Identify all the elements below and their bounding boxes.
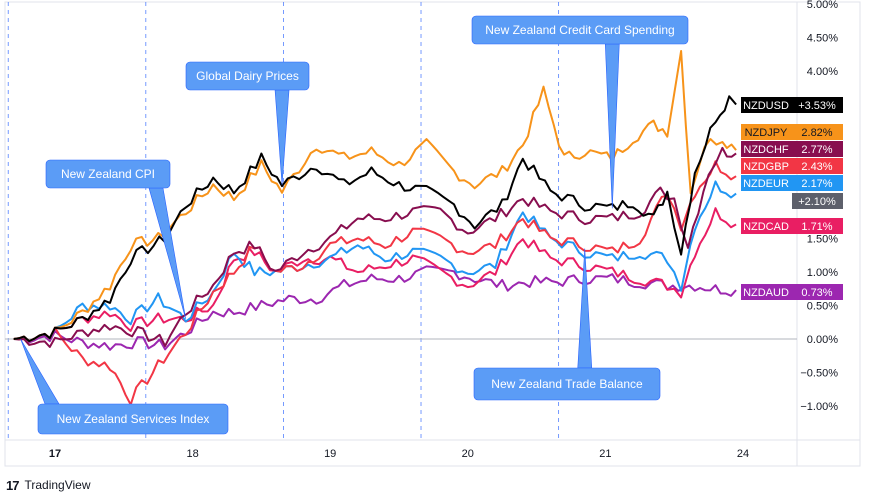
badge-value-bg [792, 141, 843, 157]
y-tick-label: 1.00% [807, 267, 838, 279]
badge-value: +2.10% [798, 196, 836, 208]
badge-value-bg [792, 218, 843, 234]
y-tick-label: 4.00% [807, 66, 838, 78]
brand-footer[interactable]: 17 TradingView [6, 476, 91, 494]
x-tick-label: 18 [186, 448, 198, 460]
y-tick-label: 1.50% [807, 234, 838, 246]
annotation-layer: New Zealand Credit Card Spending Global D… [20, 15, 689, 435]
badge-value-bg [792, 175, 843, 191]
badge-name-bg [741, 97, 792, 113]
badge-symbol: NZDJPY [745, 127, 788, 139]
y-tick-label: 0.00% [807, 334, 838, 346]
badge-name-bg [741, 175, 792, 191]
badge-name-bg [741, 218, 792, 234]
axis-layer: 5.00% 4.50% 4.00% 1.50% 1.00% 0.50% 0.00% −0.50… [49, 0, 838, 460]
badge-symbol: NZDUSD [743, 100, 789, 112]
plot-border [4, 1, 861, 467]
badge-value: 1.71% [801, 221, 832, 233]
annotation-label: New Zealand CPI [61, 167, 155, 181]
badge-value: 2.17% [801, 178, 832, 190]
badge-symbol: NZDCAD [743, 221, 789, 233]
badge-value: 0.73% [801, 287, 832, 299]
annotation-label: New Zealand Services Index [57, 412, 210, 426]
badge-name-bg [741, 141, 792, 157]
x-tick-label: 19 [324, 448, 336, 460]
annotation-box [37, 403, 229, 435]
x-tick-label: 20 [462, 448, 474, 460]
badge-value-bg [792, 158, 843, 174]
series-line-nzdcad [13, 207, 737, 343]
price-badge-nzdjpy: NZDJPY 2.82% [741, 124, 843, 140]
x-tick-label: 21 [599, 448, 611, 460]
y-tick-label: 5.00% [807, 0, 838, 11]
annotation-pointer [20, 338, 60, 405]
badge-value: 2.82% [801, 127, 832, 139]
y-tick-label: 0.50% [807, 301, 838, 313]
annotation-box [473, 367, 661, 401]
price-badge-extra: +2.10% [792, 193, 843, 209]
series-line-nzdjpy [13, 50, 737, 343]
badge-value: +3.53% [798, 100, 836, 112]
annotation-label: New Zealand Credit Card Spending [485, 23, 674, 37]
badge-value: 2.77% [801, 144, 832, 156]
price-badge-nzdgbp: NZDGBP 2.43% [741, 158, 843, 174]
y-tick-label: 4.50% [807, 33, 838, 45]
y-tick-label: −1.00% [800, 401, 838, 413]
x-tick-label: 24 [737, 448, 749, 460]
annotation-label: New Zealand Trade Balance [491, 377, 643, 391]
badge-symbol: NZDEUR [743, 178, 789, 190]
series-line-nzdgbp [13, 160, 737, 406]
price-badge-nzdcad: NZDCAD 1.71% [741, 218, 843, 234]
badge-name-bg [741, 284, 792, 300]
badge-name-bg [741, 124, 792, 140]
price-badge-nzdaud: NZDAUD 0.73% [741, 284, 843, 300]
x-tick-label: 17 [49, 448, 61, 460]
badge-symbol: NZDCHF [743, 144, 788, 156]
series-line-nzdchf [13, 146, 737, 348]
tradingview-logo-icon: 17 [6, 477, 20, 493]
badge-value-bg [792, 124, 843, 140]
badge-value-bg [792, 284, 843, 300]
series-line-nzdeur [13, 180, 737, 343]
grid-layer [4, 1, 861, 467]
badge-symbol: NZDGBP [743, 161, 789, 173]
annotation-box [45, 159, 171, 189]
price-badge-nzdeur: NZDEUR 2.17% [741, 175, 843, 191]
annotation-pointer [274, 89, 290, 185]
annotation-box [185, 61, 310, 91]
badge-name-bg [741, 158, 792, 174]
series-layer [13, 50, 737, 406]
price-badge-nzdchf: NZDCHF 2.77% [741, 141, 843, 157]
badge-layer: NZDUSD +3.53% NZDJPY 2.82% NZDCHF 2.77% NZDGBP… [741, 97, 843, 300]
annotation-label: Global Dairy Prices [196, 69, 299, 83]
badge-value-bg [792, 193, 843, 209]
price-badge-nzdusd: NZDUSD +3.53% [741, 97, 843, 113]
annotation-box [471, 15, 689, 45]
series-line-nzdaud [13, 265, 737, 351]
brand-name: TradingView [24, 478, 91, 492]
y-tick-label: −0.50% [800, 368, 838, 380]
badge-value-bg [792, 97, 843, 113]
badge-value: 2.43% [801, 161, 832, 173]
annotation-pointer [604, 43, 620, 209]
series-line-nzdusd [13, 95, 737, 343]
badge-symbol: NZDAUD [743, 287, 789, 299]
